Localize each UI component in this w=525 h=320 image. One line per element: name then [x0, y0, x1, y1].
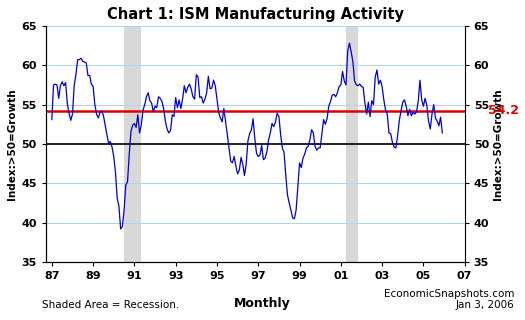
Title: Chart 1: ISM Manufacturing Activity: Chart 1: ISM Manufacturing Activity — [107, 7, 404, 22]
Text: EconomicSnapshots.com
Jan 3, 2006: EconomicSnapshots.com Jan 3, 2006 — [384, 289, 514, 310]
Text: Shaded Area = Recession.: Shaded Area = Recession. — [42, 300, 179, 310]
Y-axis label: Index:>50=Growth: Index:>50=Growth — [494, 88, 503, 200]
Bar — [124, 26, 141, 262]
Y-axis label: Index:>50=Growth: Index:>50=Growth — [7, 88, 17, 200]
Text: Monthly: Monthly — [234, 297, 291, 310]
Text: 54.2: 54.2 — [488, 104, 519, 117]
Bar — [346, 26, 358, 262]
